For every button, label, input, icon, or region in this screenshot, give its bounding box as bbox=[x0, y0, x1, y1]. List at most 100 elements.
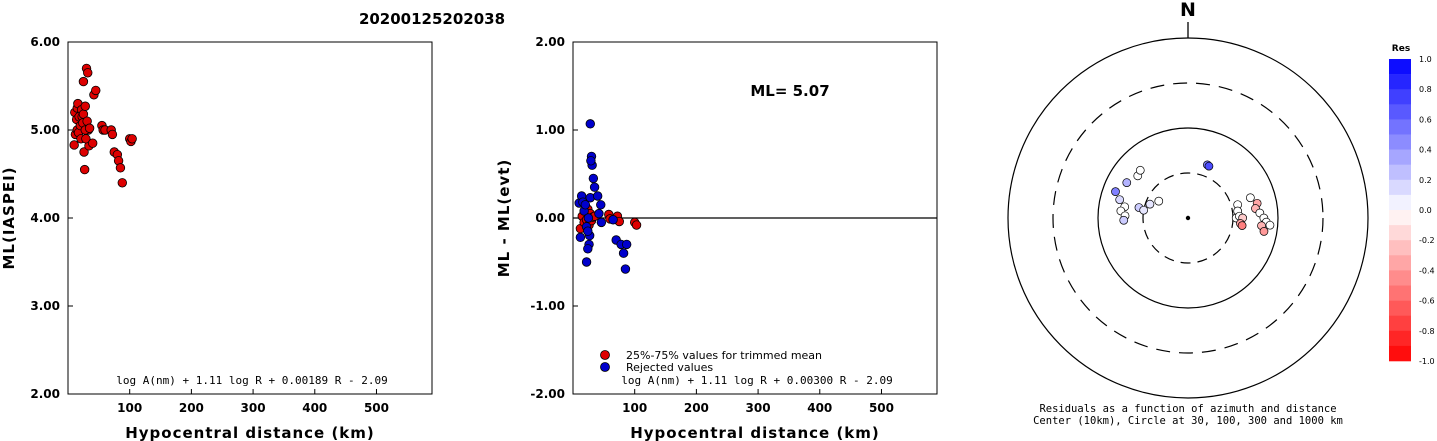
y-tick-label: 1.00 bbox=[535, 123, 565, 137]
colorbar-cell bbox=[1389, 180, 1411, 195]
data-point bbox=[88, 139, 97, 148]
polar-point bbox=[1123, 179, 1131, 187]
colorbar-cell bbox=[1389, 195, 1411, 210]
colorbar-tick-label: 0.2 bbox=[1419, 176, 1432, 185]
colorbar-cell bbox=[1389, 104, 1411, 119]
x-tick-label: 200 bbox=[179, 401, 204, 415]
polar-point bbox=[1112, 188, 1120, 196]
x-tick-label: 300 bbox=[241, 401, 266, 415]
colorbar-tick-label: 0.4 bbox=[1419, 146, 1432, 155]
panel1-points bbox=[70, 64, 137, 187]
x-tick-label: 400 bbox=[807, 401, 832, 415]
panel-polar-residuals: N Residuals as a function of azimuth and… bbox=[1008, 0, 1368, 427]
panel2-ylabel: ML - ML(evt) bbox=[495, 159, 513, 277]
colorbar-tick-label: 1.0 bbox=[1419, 55, 1432, 64]
panel2-formula: log A(nm) + 1.11 log R + 0.00300 R - 2.0… bbox=[621, 374, 893, 387]
y-tick-label: 2.00 bbox=[30, 387, 60, 401]
data-point bbox=[590, 183, 599, 192]
data-point bbox=[595, 209, 604, 218]
colorbar-tick-label: -0.6 bbox=[1419, 297, 1435, 306]
polar-point bbox=[1116, 196, 1124, 204]
data-point bbox=[83, 69, 92, 78]
panel2-xlabel: Hypocentral distance (km) bbox=[630, 424, 880, 441]
data-point bbox=[584, 227, 593, 236]
y-tick-label: 5.00 bbox=[30, 123, 60, 137]
colorbar-cell bbox=[1389, 270, 1411, 285]
x-tick-label: 100 bbox=[117, 401, 142, 415]
colorbar-cell bbox=[1389, 89, 1411, 104]
y-tick-label: 3.00 bbox=[30, 299, 60, 313]
colorbar-cell bbox=[1389, 225, 1411, 240]
colorbar-cell bbox=[1389, 150, 1411, 165]
data-point bbox=[619, 249, 628, 258]
data-point bbox=[118, 179, 127, 188]
panel-residual-vs-distance: 100 200 300 400 500-2.00-1.000.001.002.00 ML… bbox=[495, 35, 937, 441]
colorbar-cell bbox=[1389, 119, 1411, 134]
data-point bbox=[108, 130, 117, 139]
data-point bbox=[584, 214, 593, 223]
data-point bbox=[584, 245, 593, 254]
epicenter-marker bbox=[1186, 216, 1190, 220]
colorbar-cell bbox=[1389, 346, 1411, 361]
y-tick-label: -2.00 bbox=[530, 387, 565, 401]
colorbar-cell bbox=[1389, 255, 1411, 270]
data-point bbox=[79, 77, 88, 86]
data-point bbox=[586, 120, 595, 129]
north-label: N bbox=[1180, 0, 1196, 21]
y-tick-label: 2.00 bbox=[535, 35, 565, 49]
polar-point bbox=[1136, 166, 1144, 174]
colorbar-cell bbox=[1389, 74, 1411, 89]
colorbar-cell bbox=[1389, 135, 1411, 150]
polar-caption-line2: Center (10km), Circle at 30, 100, 300 an… bbox=[1033, 415, 1343, 427]
colorbar-tick-label: -1.0 bbox=[1419, 357, 1435, 366]
y-tick-label: 0.00 bbox=[535, 211, 565, 225]
polar-point bbox=[1205, 162, 1213, 170]
panel1-formula: log A(nm) + 1.11 log R + 0.00189 R - 2.0… bbox=[116, 374, 388, 387]
residual-colorbar: Res 1.0 0.8 0.6 0.4 0.2 0.0 -0.2 -0.4 -0.6 -0.8 -1… bbox=[1389, 44, 1435, 366]
data-point bbox=[597, 218, 606, 227]
colorbar-cell bbox=[1389, 240, 1411, 255]
data-point bbox=[587, 157, 596, 166]
data-point bbox=[596, 201, 605, 210]
colorbar-cell bbox=[1389, 286, 1411, 301]
ml-annotation: ML= 5.07 bbox=[750, 82, 829, 100]
y-tick-label: 4.00 bbox=[30, 211, 60, 225]
legend-rejected-marker bbox=[601, 363, 610, 372]
polar-point bbox=[1246, 194, 1254, 202]
legend-accepted-marker bbox=[601, 351, 610, 360]
polar-point bbox=[1260, 227, 1268, 235]
y-tick-label: -1.00 bbox=[530, 299, 565, 313]
data-point bbox=[632, 221, 641, 230]
data-point bbox=[593, 192, 602, 201]
polar-point bbox=[1140, 206, 1148, 214]
data-point bbox=[621, 265, 630, 274]
data-point bbox=[609, 215, 618, 224]
polar-point bbox=[1238, 222, 1246, 230]
panel1-ylabel: ML(IASPEI) bbox=[0, 166, 18, 269]
colorbar-title: Res bbox=[1392, 44, 1410, 54]
data-point bbox=[81, 102, 90, 111]
x-tick-label: 400 bbox=[302, 401, 327, 415]
x-tick-label: 300 bbox=[746, 401, 771, 415]
polar-points bbox=[1112, 161, 1274, 236]
figure-title: 20200125202038 bbox=[359, 10, 505, 28]
figure-canvas: 20200125202038 100 200 300 400 5002.003.004.… bbox=[0, 0, 1437, 441]
polar-caption-line1: Residuals as a function of azimuth and d… bbox=[1039, 403, 1336, 415]
polar-point bbox=[1155, 197, 1163, 205]
x-tick-label: 100 bbox=[622, 401, 647, 415]
data-point bbox=[80, 165, 89, 174]
panel2-points bbox=[575, 120, 641, 274]
data-point bbox=[582, 258, 591, 267]
panel1-ticks: 100 200 300 400 500 2.00 3.00 4.00 5.00 6.00 bbox=[30, 35, 389, 415]
panel1-frame bbox=[68, 42, 432, 394]
data-point bbox=[589, 174, 598, 183]
panel1-xlabel: Hypocentral distance (km) bbox=[125, 424, 375, 441]
colorbar-cell bbox=[1389, 210, 1411, 225]
colorbar-cell bbox=[1389, 331, 1411, 346]
polar-point bbox=[1146, 200, 1154, 208]
colorbar-ticks: 1.0 0.8 0.6 0.4 0.2 0.0 -0.2 -0.4 -0.6 -0.8 -1.0 bbox=[1419, 55, 1435, 366]
data-point bbox=[128, 135, 137, 144]
y-tick-label: 6.00 bbox=[30, 35, 60, 49]
colorbar-cell bbox=[1389, 301, 1411, 316]
colorbar-tick-label: 0.6 bbox=[1419, 115, 1432, 124]
